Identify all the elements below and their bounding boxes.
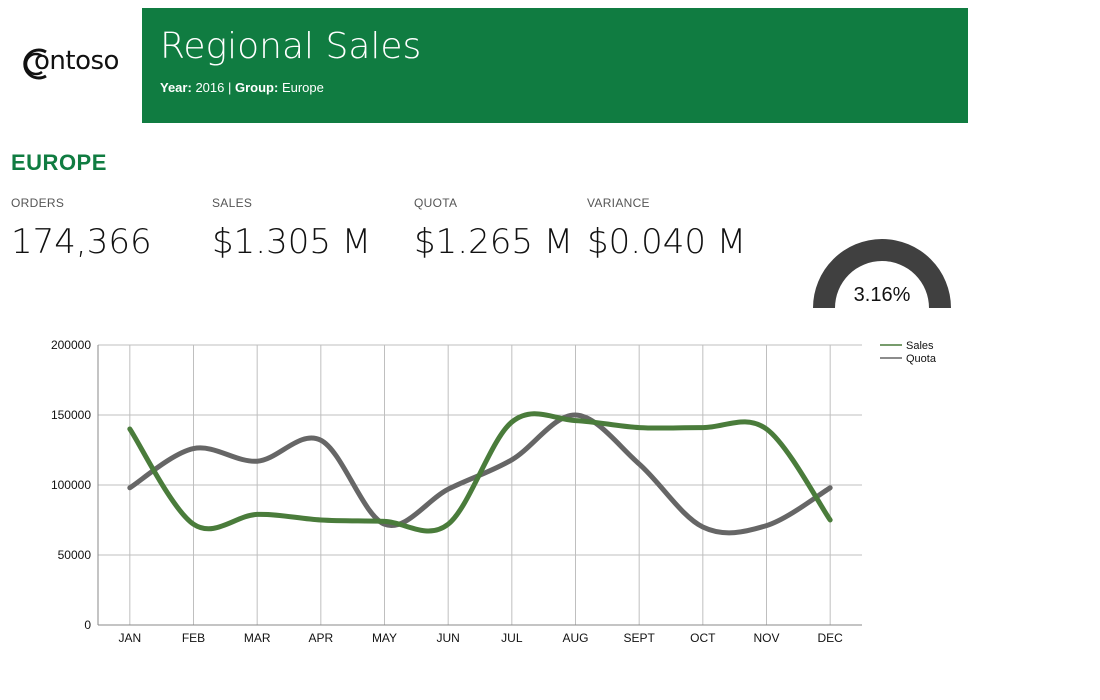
series-line-sales [127, 411, 833, 534]
kpi-value: $1.265 M [414, 222, 574, 262]
x-tick-label: JUN [436, 631, 459, 645]
x-tick-label: NOV [753, 631, 779, 645]
x-tick-label: AUG [562, 631, 588, 645]
separator: | [227, 80, 232, 95]
kpi-value: $1.305 M [212, 222, 372, 262]
x-tick-label: OCT [690, 631, 716, 645]
x-tick-label: FEB [182, 631, 205, 645]
x-tick-label: MAR [244, 631, 271, 645]
sales-quota-line-chart: 0 50000 100000 150000 200000 JAN FEB MAR APR MAY J… [51, 338, 937, 645]
variance-gauge: 3.16% [812, 238, 952, 312]
kpi-label: ORDERS [11, 196, 65, 210]
legend-label: Sales [906, 340, 934, 352]
x-tick-label: JAN [118, 631, 141, 645]
kpi-label: VARIANCE [587, 196, 650, 210]
kpi-sales: SALES $1.305 M [212, 196, 371, 262]
group-label: Group: [235, 80, 279, 95]
gauge-arc [813, 239, 951, 308]
x-tick-label: DEC [817, 631, 843, 645]
kpi-value: $0.040 M [587, 222, 747, 262]
year-value: 2016 [195, 80, 225, 95]
kpi-label: QUOTA [414, 196, 458, 210]
header-banner: Regional Sales Year: 2016 | Group: Europ… [142, 8, 968, 123]
page-title: Regional Sales [160, 26, 422, 67]
x-tick-label: JUL [501, 631, 523, 645]
contoso-logo: ontoso [20, 44, 132, 84]
header-subtitle: Year: 2016 | Group: Europe [160, 80, 324, 95]
gauge-value: 3.16% [853, 284, 911, 306]
y-tick-label: 0 [84, 618, 91, 632]
region-title: EUROPE [11, 150, 107, 175]
kpi-value: 174,366 [11, 222, 152, 262]
y-tick-label: 200000 [51, 338, 91, 352]
group-value: Europe [281, 80, 324, 95]
logo-text: ontoso [34, 46, 119, 76]
y-tick-label: 50000 [58, 548, 92, 562]
kpi-orders: ORDERS 174,366 [11, 196, 152, 262]
x-tick-label: MAY [372, 631, 397, 645]
x-tick-label: APR [308, 631, 333, 645]
y-tick-label: 100000 [51, 478, 91, 492]
kpi-variance: VARIANCE $0.040 M [587, 196, 746, 262]
x-tick-label: SEPT [623, 631, 655, 645]
kpi-label: SALES [212, 196, 253, 210]
contoso-logo-icon [23, 48, 47, 80]
legend-label: Quota [906, 353, 937, 365]
year-label: Year: [160, 80, 192, 95]
kpi-quota: QUOTA $1.265 M [414, 196, 573, 262]
y-tick-label: 150000 [51, 408, 91, 422]
